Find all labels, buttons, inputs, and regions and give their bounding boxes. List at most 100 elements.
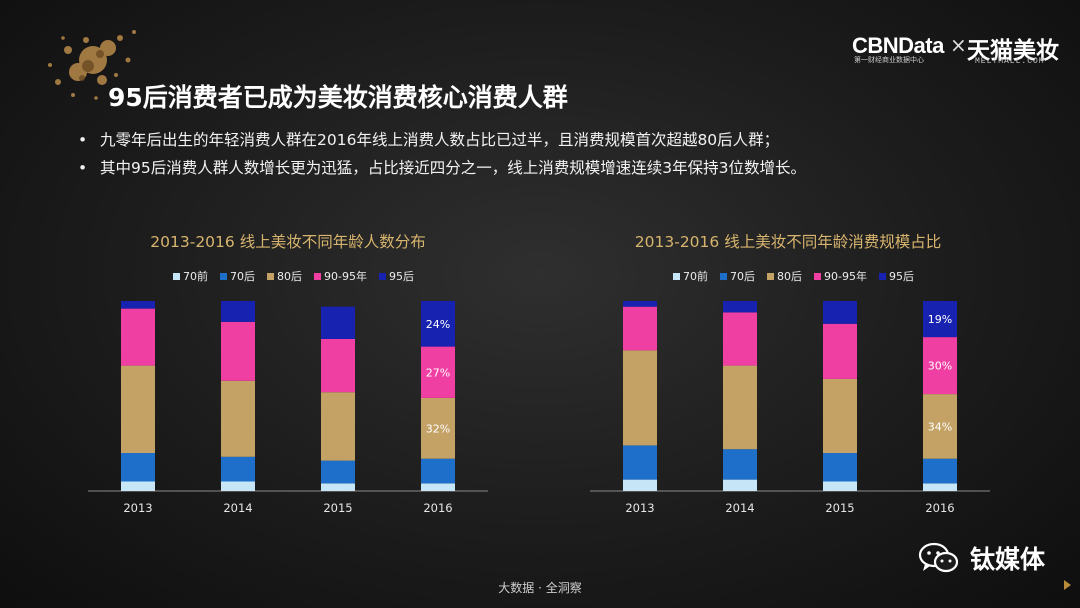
x-tick-label: 2016: [423, 501, 452, 515]
bar-segment: [421, 397, 455, 459]
bar-segment: [623, 445, 657, 480]
bar-segment: [823, 453, 857, 482]
legend-swatch: [378, 272, 386, 280]
bullet-list: • 九零年后出生的年轻消费人群在2016年线上消费人数占比已过半，且消费规模首次…: [78, 126, 806, 182]
next-slide-arrow-icon[interactable]: [1064, 580, 1071, 590]
bullet-dot: •: [78, 159, 88, 177]
legend-swatch: [220, 272, 227, 280]
bar-segment: [321, 339, 355, 393]
legend-swatch: [878, 272, 886, 280]
legend-label: 70前: [683, 270, 708, 283]
stacked-bar-chart-population: 2013 2014 2015 2016 32% 27% 24%: [88, 301, 488, 515]
legend-swatch: [173, 272, 180, 280]
bar-segment: [421, 346, 455, 398]
bar-segment: [823, 481, 857, 491]
legend-item: 80后: [767, 268, 802, 284]
legend-label: 95后: [388, 270, 414, 283]
bar-segment: [221, 321, 255, 381]
chart-title-spending: 2013-2016 线上美妆不同年龄消费规模占比: [634, 233, 942, 251]
bar-segment: [121, 308, 155, 366]
bar-segment: [421, 301, 455, 347]
bullet-item: • 九零年后出生的年轻消费人群在2016年线上消费人数占比已过半，且消费规模首次…: [78, 126, 806, 154]
data-label: 27%: [426, 366, 450, 379]
bar-segment: [321, 392, 355, 461]
bar-segment: [321, 306, 355, 339]
cbndata-logo-text: CBNData: [852, 33, 944, 58]
data-label: 30%: [928, 360, 952, 373]
data-label: 32%: [426, 422, 450, 435]
x-tick-label: 2013: [123, 501, 152, 515]
bar-segment: [623, 350, 657, 446]
bar-segment: [823, 301, 857, 324]
legend-label: 95后: [888, 270, 914, 283]
bar-segment: [221, 481, 255, 491]
legend-item: 70后: [220, 268, 255, 284]
legend-item: 90-95年: [314, 268, 367, 284]
legend-item: 95后: [378, 268, 414, 284]
data-label: 19%: [928, 313, 952, 326]
bar-segment: [121, 481, 155, 491]
legend-item: 80后: [267, 268, 302, 284]
bar-segment: [121, 453, 155, 482]
x-tick-label: 2014: [223, 501, 252, 515]
slide-footer: 大数据 · 全洞察: [498, 581, 582, 595]
x-tick-label: 2015: [323, 501, 352, 515]
bar-segment: [623, 306, 657, 351]
bar-segment: [923, 458, 957, 484]
bullet-dot: •: [78, 131, 88, 149]
gold-splash-decoration: [48, 30, 136, 100]
watermark-text: 钛媒体: [970, 545, 1046, 574]
bar-segment: [121, 301, 155, 309]
bar-segment: [723, 365, 757, 450]
bar-segment: [221, 456, 255, 482]
bullet-text: 其中95后消费人群人数增长更为迅猛，占比接近四分之一，线上消费规模增速连续3年保…: [100, 159, 806, 177]
x-tick-label: 2016: [925, 501, 954, 515]
legend-swatch: [814, 272, 821, 280]
wechat-icon: [918, 542, 959, 573]
legend-swatch: [314, 272, 321, 280]
bar-segment: [321, 483, 355, 491]
legend-label: 80后: [277, 270, 302, 283]
bar-segment: [623, 479, 657, 491]
x-tick-label: 2015: [825, 501, 854, 515]
bar-segment: [221, 301, 255, 322]
legend-item: 95后: [878, 268, 914, 284]
tmtpost-watermark: 钛媒体: [918, 540, 1045, 576]
bar-segment: [723, 479, 757, 491]
legend-label: 90-95年: [824, 270, 867, 283]
slide-title: 95后消费者已成为美妆消费核心消费人群: [108, 83, 568, 112]
legend-item: 90-95年: [814, 268, 867, 284]
legend-item: 70后: [720, 268, 755, 284]
legend-label: 70后: [730, 270, 755, 283]
legend-swatch: [673, 272, 680, 280]
bar-segment: [121, 365, 155, 453]
stacked-bar-chart-spending: 2013 2014 2015 2016 34% 30% 19%: [590, 301, 990, 515]
bar-segment: [623, 301, 657, 307]
bar-segment: [823, 323, 857, 379]
bar-segment: [421, 483, 455, 491]
logo-separator: ×: [950, 33, 967, 57]
tmall-beauty-logo-text: 天猫美妆: [967, 38, 1059, 64]
legend-item: 70前: [673, 268, 708, 284]
bar-segment: [723, 449, 757, 480]
cbndata-logo-subtitle: 第一财经商业数据中心: [854, 56, 924, 64]
bar-segment: [923, 483, 957, 491]
bar-segment: [923, 394, 957, 459]
bar-segment: [723, 312, 757, 366]
chart-legend-population: 70前 70后 80后 90-95年 95后: [173, 268, 414, 284]
x-tick-label: 2013: [625, 501, 654, 515]
bullet-text: 九零年后出生的年轻消费人群在2016年线上消费人数占比已过半，且消费规模首次超越…: [100, 131, 780, 149]
legend-label: 80后: [777, 270, 802, 283]
bar-segment: [923, 337, 957, 395]
bar-segment: [221, 380, 255, 457]
x-tick-label: 2014: [725, 501, 754, 515]
bar-segment: [923, 301, 957, 338]
chart-title-population: 2013-2016 线上美妆不同年龄人数分布: [150, 233, 426, 251]
data-label: 24%: [426, 318, 450, 331]
bar-segment: [723, 301, 757, 313]
legend-label: 70后: [230, 270, 255, 283]
legend-item: 70前: [173, 268, 208, 284]
legend-label: 70前: [183, 270, 208, 283]
legend-label: 90-95年: [324, 270, 367, 283]
bar-segment: [823, 378, 857, 453]
